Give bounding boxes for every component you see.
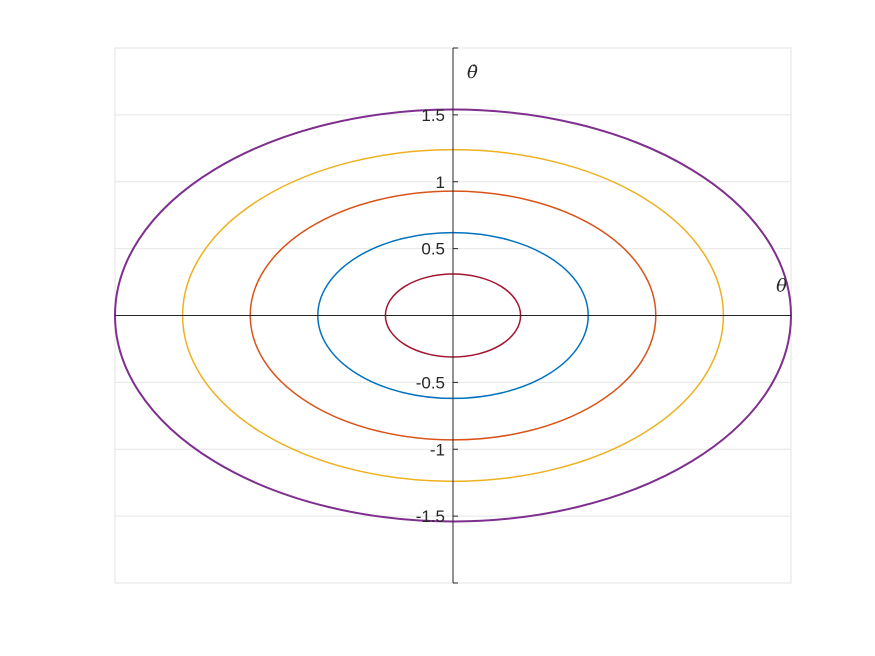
y-tick-label: 1 [436,173,445,192]
y-tick-label: -1 [430,440,445,459]
y-tick-label: -0.5 [416,373,445,392]
tick-labels: 1.5 1 0.5 -0.5 -1 -1.5 [416,106,445,526]
y-tick-label: 0.5 [421,240,445,259]
tick-marks [453,47,458,584]
y-tick-label: -1.5 [416,507,445,526]
axes [115,48,791,583]
y-tick-label: 1.5 [421,106,445,125]
x-axis-label: θ [776,276,787,297]
y-axis-label: θ̇ [467,62,478,83]
